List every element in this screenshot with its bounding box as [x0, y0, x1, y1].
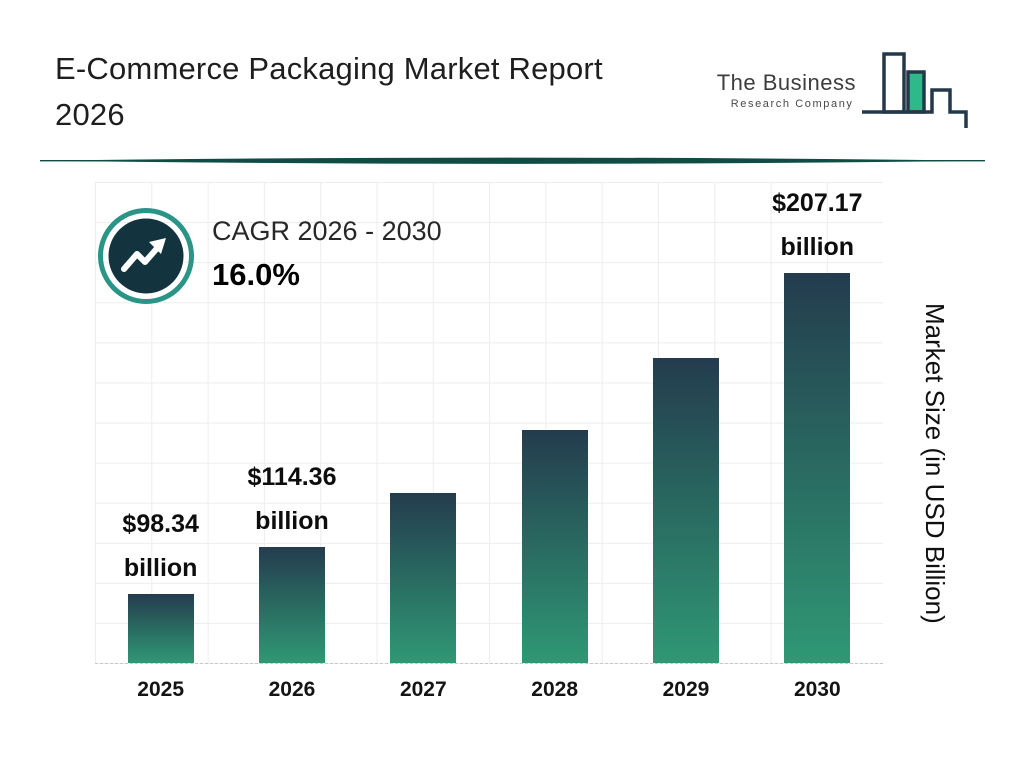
- bar-2027: [390, 493, 457, 663]
- cagr-value: 16.0%: [212, 257, 300, 292]
- bar-series: $98.34 billion $114.36 billion $207.17 billio…: [95, 182, 883, 663]
- bar-value-label-2026: $114.36 billion: [247, 463, 337, 535]
- x-tick-2026: 2026: [268, 678, 316, 701]
- cagr-label: CAGR 2026 - 2030: [212, 216, 442, 246]
- trend-arrow-icon: [96, 206, 196, 306]
- x-tick-2030: 2030: [793, 678, 841, 701]
- company-subtitle: Research Company: [730, 98, 854, 110]
- company-logo-text: The Business Research Company: [717, 70, 856, 110]
- x-tick-2025: 2025: [137, 678, 185, 701]
- bar-column-2028: [489, 430, 620, 663]
- page-title-line2: 2026: [55, 97, 125, 132]
- bar-2026: [258, 547, 325, 663]
- bar-column-2029: [620, 358, 751, 663]
- bar-2025: [127, 594, 194, 663]
- bar-2030: [784, 273, 851, 663]
- bar-chart-logo-icon: [860, 48, 972, 137]
- x-tick-2029: 2029: [662, 678, 710, 701]
- company-name: The Business: [716, 70, 856, 95]
- bar-2028: [521, 430, 588, 663]
- page-title-line1: E-Commerce Packaging Market Report: [55, 51, 603, 86]
- page-title: E-Commerce Packaging Market Report 2026: [55, 46, 603, 138]
- bar-value-label-2025: $98.34 billion: [122, 510, 199, 582]
- y-axis-title: Market Size (in USD Billion): [920, 302, 950, 624]
- bar-value-label-2030: $207.17 billion: [772, 189, 863, 261]
- x-tick-2028: 2028: [531, 678, 578, 701]
- bar-column-2030: $207.17 billion: [752, 181, 883, 663]
- bar-2029: [652, 358, 719, 663]
- x-axis: 2025 2026 2027 2028 2029 2030: [95, 678, 883, 702]
- x-tick-2027: 2027: [399, 678, 447, 701]
- bar-column-2027: [358, 493, 489, 663]
- chart-area: $98.34 billion $114.36 billion $207.17 billio…: [95, 182, 883, 664]
- header-divider: [40, 153, 985, 171]
- cagr-block: CAGR 2026 - 2030 16.0%: [212, 216, 442, 293]
- bar-column-2025: $98.34 billion: [95, 502, 226, 663]
- company-logo: The Business Research Company: [717, 48, 972, 137]
- bar-column-2026: $114.36 billion: [226, 455, 357, 663]
